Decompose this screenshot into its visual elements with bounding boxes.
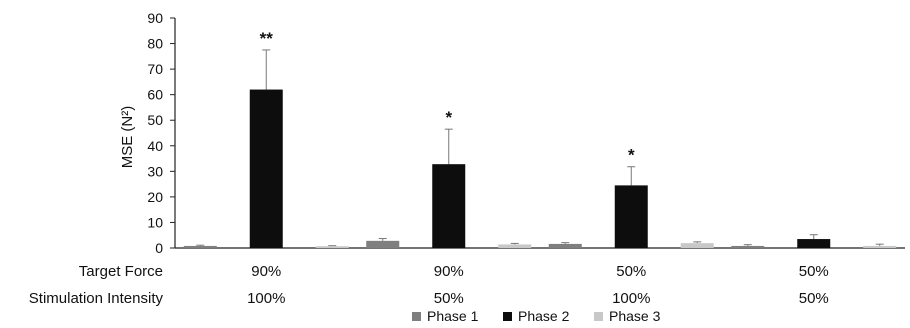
legend-label: Phase 3 (609, 308, 661, 324)
bar-phase-3 (863, 245, 897, 248)
legend-label: Phase 1 (427, 308, 479, 324)
bar-phase-1 (731, 245, 765, 248)
bar-phase-1 (183, 245, 217, 248)
x-tick-label: 90% (434, 263, 464, 280)
y-axis: 0 10 20 30 40 50 60 70 80 90 (147, 10, 905, 256)
y-tick-label: 10 (147, 214, 163, 230)
bars (183, 89, 897, 248)
y-tick-label: 40 (147, 138, 163, 154)
y-tick-label: 50 (147, 112, 163, 128)
bar-phase-2 (797, 239, 831, 248)
bar-phase-3 (680, 243, 714, 248)
bar-phase-2 (249, 89, 283, 248)
bar-phase-2 (432, 164, 466, 248)
legend-label: Phase 2 (518, 308, 570, 324)
x-tick-label: 50% (434, 290, 464, 307)
bar-phase-3 (315, 246, 349, 248)
error-bars (196, 49, 884, 247)
y-tick-label: 60 (147, 87, 163, 103)
target-force-label: Target Force (79, 263, 163, 280)
x-tick-label: 100% (247, 290, 285, 307)
x-tick-label: 50% (799, 290, 829, 307)
stimulation-intensity-label: Stimulation Intensity (29, 290, 164, 307)
y-tick-label: 30 (147, 163, 163, 179)
significance-marker: * (628, 146, 635, 165)
legend-swatch (412, 312, 421, 321)
x-tick-label: 50% (799, 263, 829, 280)
y-tick-label: 80 (147, 36, 163, 52)
bar-phase-3 (498, 244, 532, 248)
bar-phase-1 (548, 243, 582, 248)
legend-swatch (594, 312, 603, 321)
x-tick-label: 90% (251, 263, 281, 280)
significance-marker: ** (260, 29, 274, 48)
bar-phase-1 (366, 240, 400, 248)
legend: Phase 1 Phase 2 Phase 3 (412, 308, 661, 324)
bar-phase-2 (614, 185, 648, 248)
significance-annotations: **** (260, 29, 635, 165)
x-tick-label: 100% (612, 290, 650, 307)
significance-marker: * (445, 108, 452, 127)
y-tick-label: 0 (155, 240, 163, 256)
y-tick-label: 20 (147, 189, 163, 205)
y-tick-label: 70 (147, 61, 163, 77)
x-tick-label: 50% (616, 263, 646, 280)
y-axis-title: MSE (N²) (119, 106, 136, 169)
y-tick-label: 90 (147, 10, 163, 26)
legend-swatch (503, 312, 512, 321)
category-rows: Target Force 90% 90% 50% 50% Stimulation Inte… (29, 263, 829, 307)
